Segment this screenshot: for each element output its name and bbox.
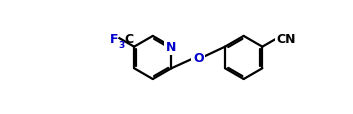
Text: F: F: [110, 32, 119, 45]
Text: 3: 3: [119, 41, 125, 50]
Text: CN: CN: [276, 33, 296, 46]
Text: C: C: [125, 32, 134, 45]
Text: N: N: [166, 41, 176, 54]
Text: O: O: [193, 52, 204, 64]
